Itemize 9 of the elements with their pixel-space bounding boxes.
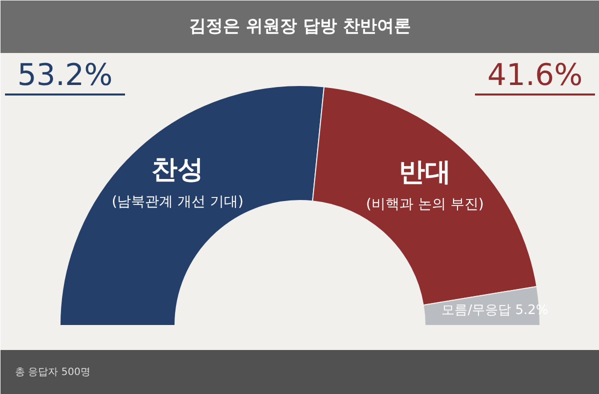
data-label: 53.2% [17,58,113,93]
data-label: 41.6% [487,58,583,93]
slice-label: 모름/무응답 5.2% [442,303,548,318]
text: 총 응답자 500명 [15,367,90,378]
text: (비핵과 논의 부진) [366,196,484,212]
slice-label: 반대 [398,157,451,188]
chart-title: 김정은 위원장 답방 찬반여론 [189,16,411,36]
slice-label: 찬성 [152,155,204,186]
text: (남북관계 개선 기대) [112,194,244,210]
